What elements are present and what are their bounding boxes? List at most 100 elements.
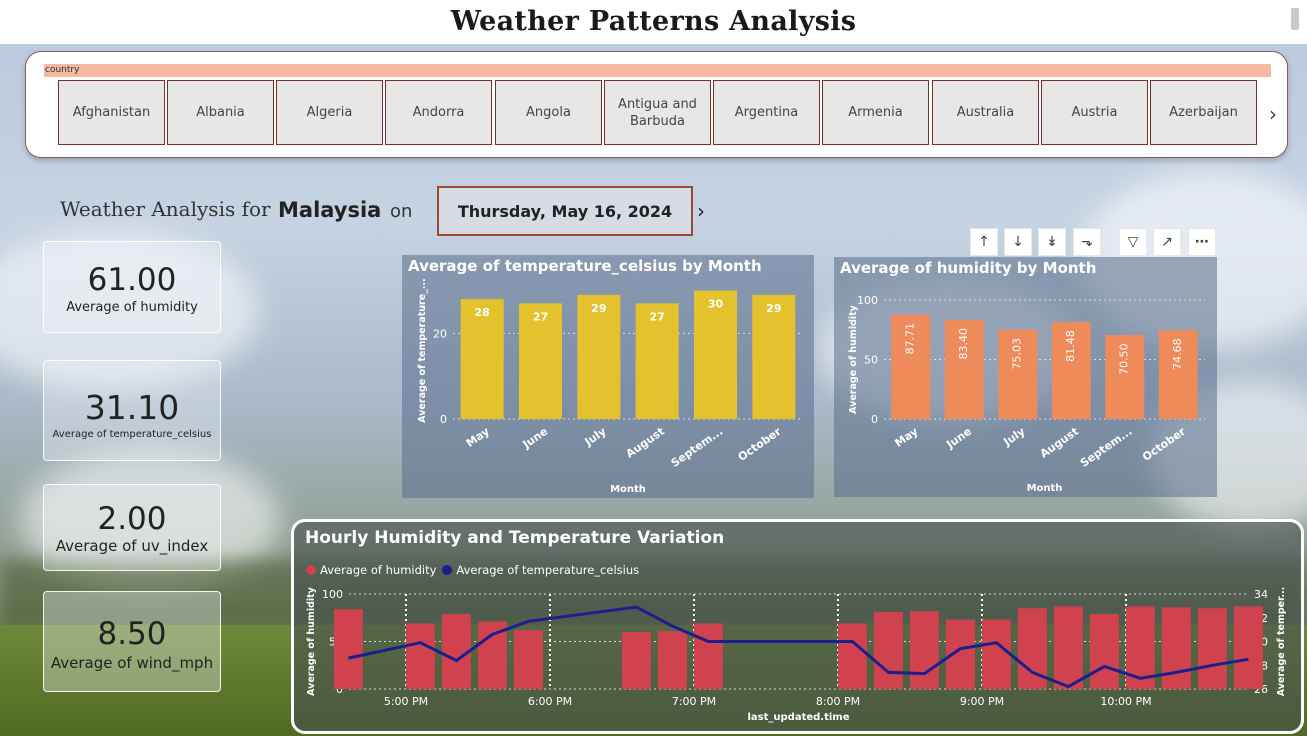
bar (944, 319, 984, 419)
x-tick-label: Septem... (669, 425, 726, 470)
legend-humidity: Average of humidity (320, 563, 437, 577)
temperature-bar-chart: 0 20 28 May 27 June 29 July 27 August 30 Septem... 2… (417, 278, 803, 495)
bar (1161, 607, 1191, 689)
y2-axis-title: Average of temper... (1276, 587, 1287, 697)
slicer-item-algeria[interactable]: Algeria (276, 80, 383, 145)
y-axis-title: Average of humidity (848, 304, 859, 414)
hourly-variation-chart[interactable]: Hourly Humidity and Temperature Variatio… (291, 519, 1304, 734)
x-tick-label: 9:00 PM (960, 695, 1004, 708)
x-tick-label: 10:00 PM (1100, 695, 1151, 708)
bar (1089, 613, 1119, 689)
temperature-by-month-chart[interactable]: Average of temperature_celsius by Month … (402, 255, 814, 498)
data-label: 27 (650, 310, 665, 323)
humidity-by-month-chart[interactable]: Average of humidity by Month 0 50 100 87.71… (834, 257, 1217, 497)
chevron-right-icon[interactable]: › (697, 199, 705, 223)
humidity-bar-chart: 0 50 100 87.71 May 83.40 June 75.03 July 81.48 Aug… (848, 294, 1205, 494)
kpi-value: 2.00 (97, 501, 167, 537)
bar (891, 314, 931, 419)
bar (981, 619, 1011, 689)
y-tick-label: 100 (857, 294, 878, 307)
data-label: 29 (591, 302, 606, 315)
y-tick-label: 50 (864, 354, 878, 367)
bar (998, 329, 1038, 419)
slicer-item-albania[interactable]: Albania (167, 80, 274, 145)
bar (694, 290, 737, 419)
double-arrow-down-icon[interactable]: ↡ (1038, 228, 1066, 256)
filter-icon[interactable]: ▽ (1119, 228, 1147, 256)
slicer-item-antigua-and-barbuda[interactable]: Antigua and Barbuda (604, 80, 711, 145)
bar (513, 630, 543, 689)
arrow-up-icon[interactable]: ↑ (970, 228, 998, 256)
data-label: 30 (708, 298, 724, 311)
chart-title: Average of humidity by Month (840, 259, 1097, 277)
focus-mode-icon[interactable]: ↗ (1153, 228, 1181, 256)
kpi-label: Average of temperature_celsius (52, 429, 212, 440)
chart-title: Hourly Humidity and Temperature Variatio… (305, 528, 725, 548)
kpi-value: 8.50 (97, 616, 167, 652)
x-axis-title: Month (1027, 483, 1063, 494)
bar (441, 613, 471, 689)
x-tick-label: 8:00 PM (816, 695, 860, 708)
slicer-item-armenia[interactable]: Armenia (822, 80, 929, 145)
chevron-right-icon[interactable]: › (1269, 102, 1277, 126)
y-tick-label: 20 (433, 327, 447, 340)
x-tick-label: August (624, 425, 667, 461)
date-value: Thursday, May 16, 2024 (457, 201, 673, 221)
analysis-heading: Weather Analysis for (60, 197, 271, 221)
x-tick-label: July (1000, 425, 1027, 449)
x-tick-label: May (892, 425, 920, 450)
date-slicer[interactable]: Thursday, May 16, 2024 (437, 186, 693, 236)
bar (873, 612, 903, 689)
data-label: 83.40 (957, 328, 970, 360)
expand-hierarchy-icon[interactable]: ⬎ (1073, 228, 1101, 256)
x-tick-label: October (1140, 424, 1188, 463)
x-tick-label: 5:00 PM (384, 695, 428, 708)
chart-title: Average of temperature_celsius by Month (408, 257, 762, 275)
x-tick-label: June (943, 425, 974, 452)
data-label: 81.48 (1064, 330, 1077, 362)
kpi-card-humidity: 61.00 Average of humidity (43, 241, 221, 333)
bar (1158, 330, 1198, 419)
slicer-item-australia[interactable]: Australia (932, 80, 1039, 145)
heading-on: on (390, 201, 413, 222)
bar (621, 632, 651, 689)
arrow-down-icon[interactable]: ↓ (1004, 228, 1032, 256)
kpi-card-wind: 8.50 Average of wind_mph (43, 591, 221, 692)
series-line-temperature (348, 605, 1249, 689)
data-label: 29 (766, 302, 781, 315)
scrollbar[interactable] (1291, 8, 1299, 30)
slicer-item-angola[interactable]: Angola (495, 80, 602, 145)
kpi-label: Average of uv_index (55, 537, 209, 555)
bar (752, 294, 796, 419)
chart-legend: Average of humidity Average of temperatu… (306, 563, 639, 577)
slicer-header: country (44, 64, 1271, 77)
x-tick-label: 6:00 PM (528, 695, 572, 708)
bar (909, 611, 939, 689)
more-options-icon[interactable]: ⋯ (1188, 228, 1216, 256)
selected-country: Malaysia (278, 198, 382, 222)
slicer-item-afghanistan[interactable]: Afghanistan (58, 80, 165, 145)
data-label: 28 (475, 306, 490, 319)
bar (1053, 606, 1083, 689)
slicer-item-argentina[interactable]: Argentina (713, 80, 820, 145)
bar (460, 299, 504, 419)
x-tick-label: October (736, 424, 784, 463)
slicer-item-azerbaijan[interactable]: Azerbaijan (1150, 80, 1257, 145)
slicer-item-austria[interactable]: Austria (1041, 80, 1148, 145)
slicer-item-andorra[interactable]: Andorra (385, 80, 492, 145)
legend-dot-temperature (442, 565, 453, 575)
combo-chart: 05010026283032345:00 PM6:00 PM7:00 PM8:0… (306, 586, 1287, 723)
y-tick-label: 0 (336, 683, 343, 696)
x-tick-label: 7:00 PM (672, 695, 716, 708)
kpi-card-uv-index: 2.00 Average of uv_index (43, 484, 221, 571)
data-label: 74.68 (1171, 338, 1184, 370)
bar (1051, 322, 1091, 419)
x-tick-label: August (1038, 425, 1081, 461)
x-tick-label: Septem... (1078, 425, 1135, 470)
bar (837, 623, 867, 689)
bar (477, 621, 507, 689)
data-label: 70.50 (1118, 343, 1131, 375)
bar (577, 294, 621, 419)
y-tick-label: 100 (322, 588, 343, 601)
country-slicer: country Afghanistan Albania Algeria Ando… (25, 51, 1288, 158)
